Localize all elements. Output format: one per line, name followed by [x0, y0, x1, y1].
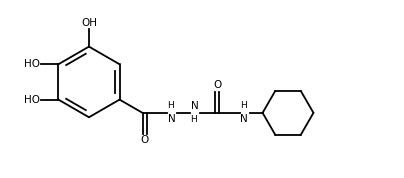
- Text: N: N: [240, 114, 248, 124]
- Text: N: N: [168, 114, 175, 124]
- Text: O: O: [141, 135, 149, 145]
- Text: O: O: [213, 80, 221, 90]
- Text: HO: HO: [24, 95, 40, 105]
- Text: H: H: [168, 101, 175, 110]
- Text: N: N: [191, 101, 198, 111]
- Text: H: H: [191, 115, 197, 124]
- Text: HO: HO: [24, 59, 40, 69]
- Text: OH: OH: [81, 18, 97, 28]
- Text: H: H: [240, 101, 247, 110]
